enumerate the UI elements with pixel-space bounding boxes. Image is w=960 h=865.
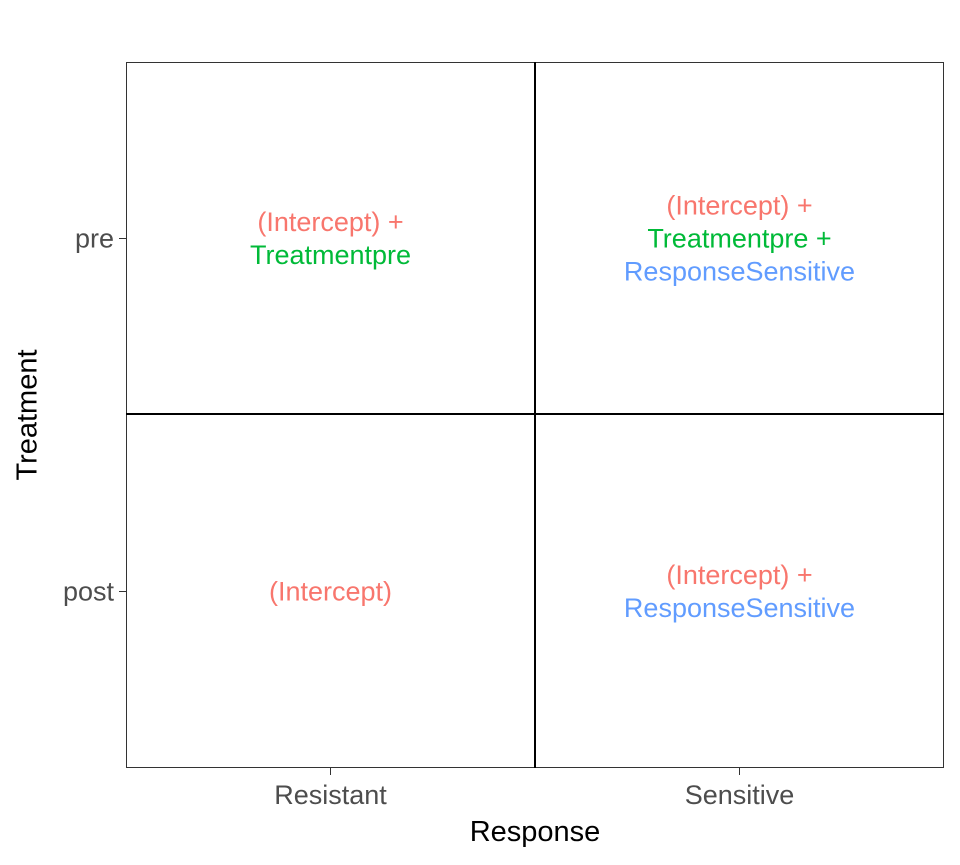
y-tick — [119, 238, 126, 239]
cell-sensitive-pre: (Intercept) + Treatmentpre + ResponseSensi… — [624, 189, 855, 288]
cell-term-intercept: (Intercept) — [268, 576, 393, 606]
x-tick-label: Sensitive — [684, 780, 795, 810]
x-tick — [739, 768, 740, 775]
y-tick-label: pre — [74, 223, 114, 253]
cell-term-intercept: (Intercept) + — [666, 559, 813, 590]
cell-term-treatment: Treatmentpre — [249, 239, 412, 270]
cell-resistant-pre: (Intercept) + Treatmentpre — [250, 206, 411, 272]
cell-term-response: ResponseSensitive — [623, 256, 856, 286]
y-tick — [119, 591, 126, 592]
x-tick — [330, 768, 331, 775]
y-tick-label: post — [62, 576, 114, 606]
y-axis-title: Treatment — [11, 349, 44, 481]
cell-term-intercept: (Intercept) + — [666, 190, 813, 220]
cell-term-intercept: (Intercept) + — [257, 206, 404, 237]
cell-resistant-post: (Intercept) — [269, 575, 392, 608]
cell-sensitive-post: (Intercept) + ResponseSensitive — [624, 559, 855, 625]
x-axis-title: Response — [469, 816, 601, 848]
x-tick-label: Resistant — [274, 780, 387, 810]
cell-term-response: ResponseSensitive — [623, 592, 856, 623]
vertical-divider — [534, 62, 536, 768]
horizontal-divider — [126, 413, 944, 415]
cell-term-treatment: Treatmentpre + — [647, 223, 832, 253]
